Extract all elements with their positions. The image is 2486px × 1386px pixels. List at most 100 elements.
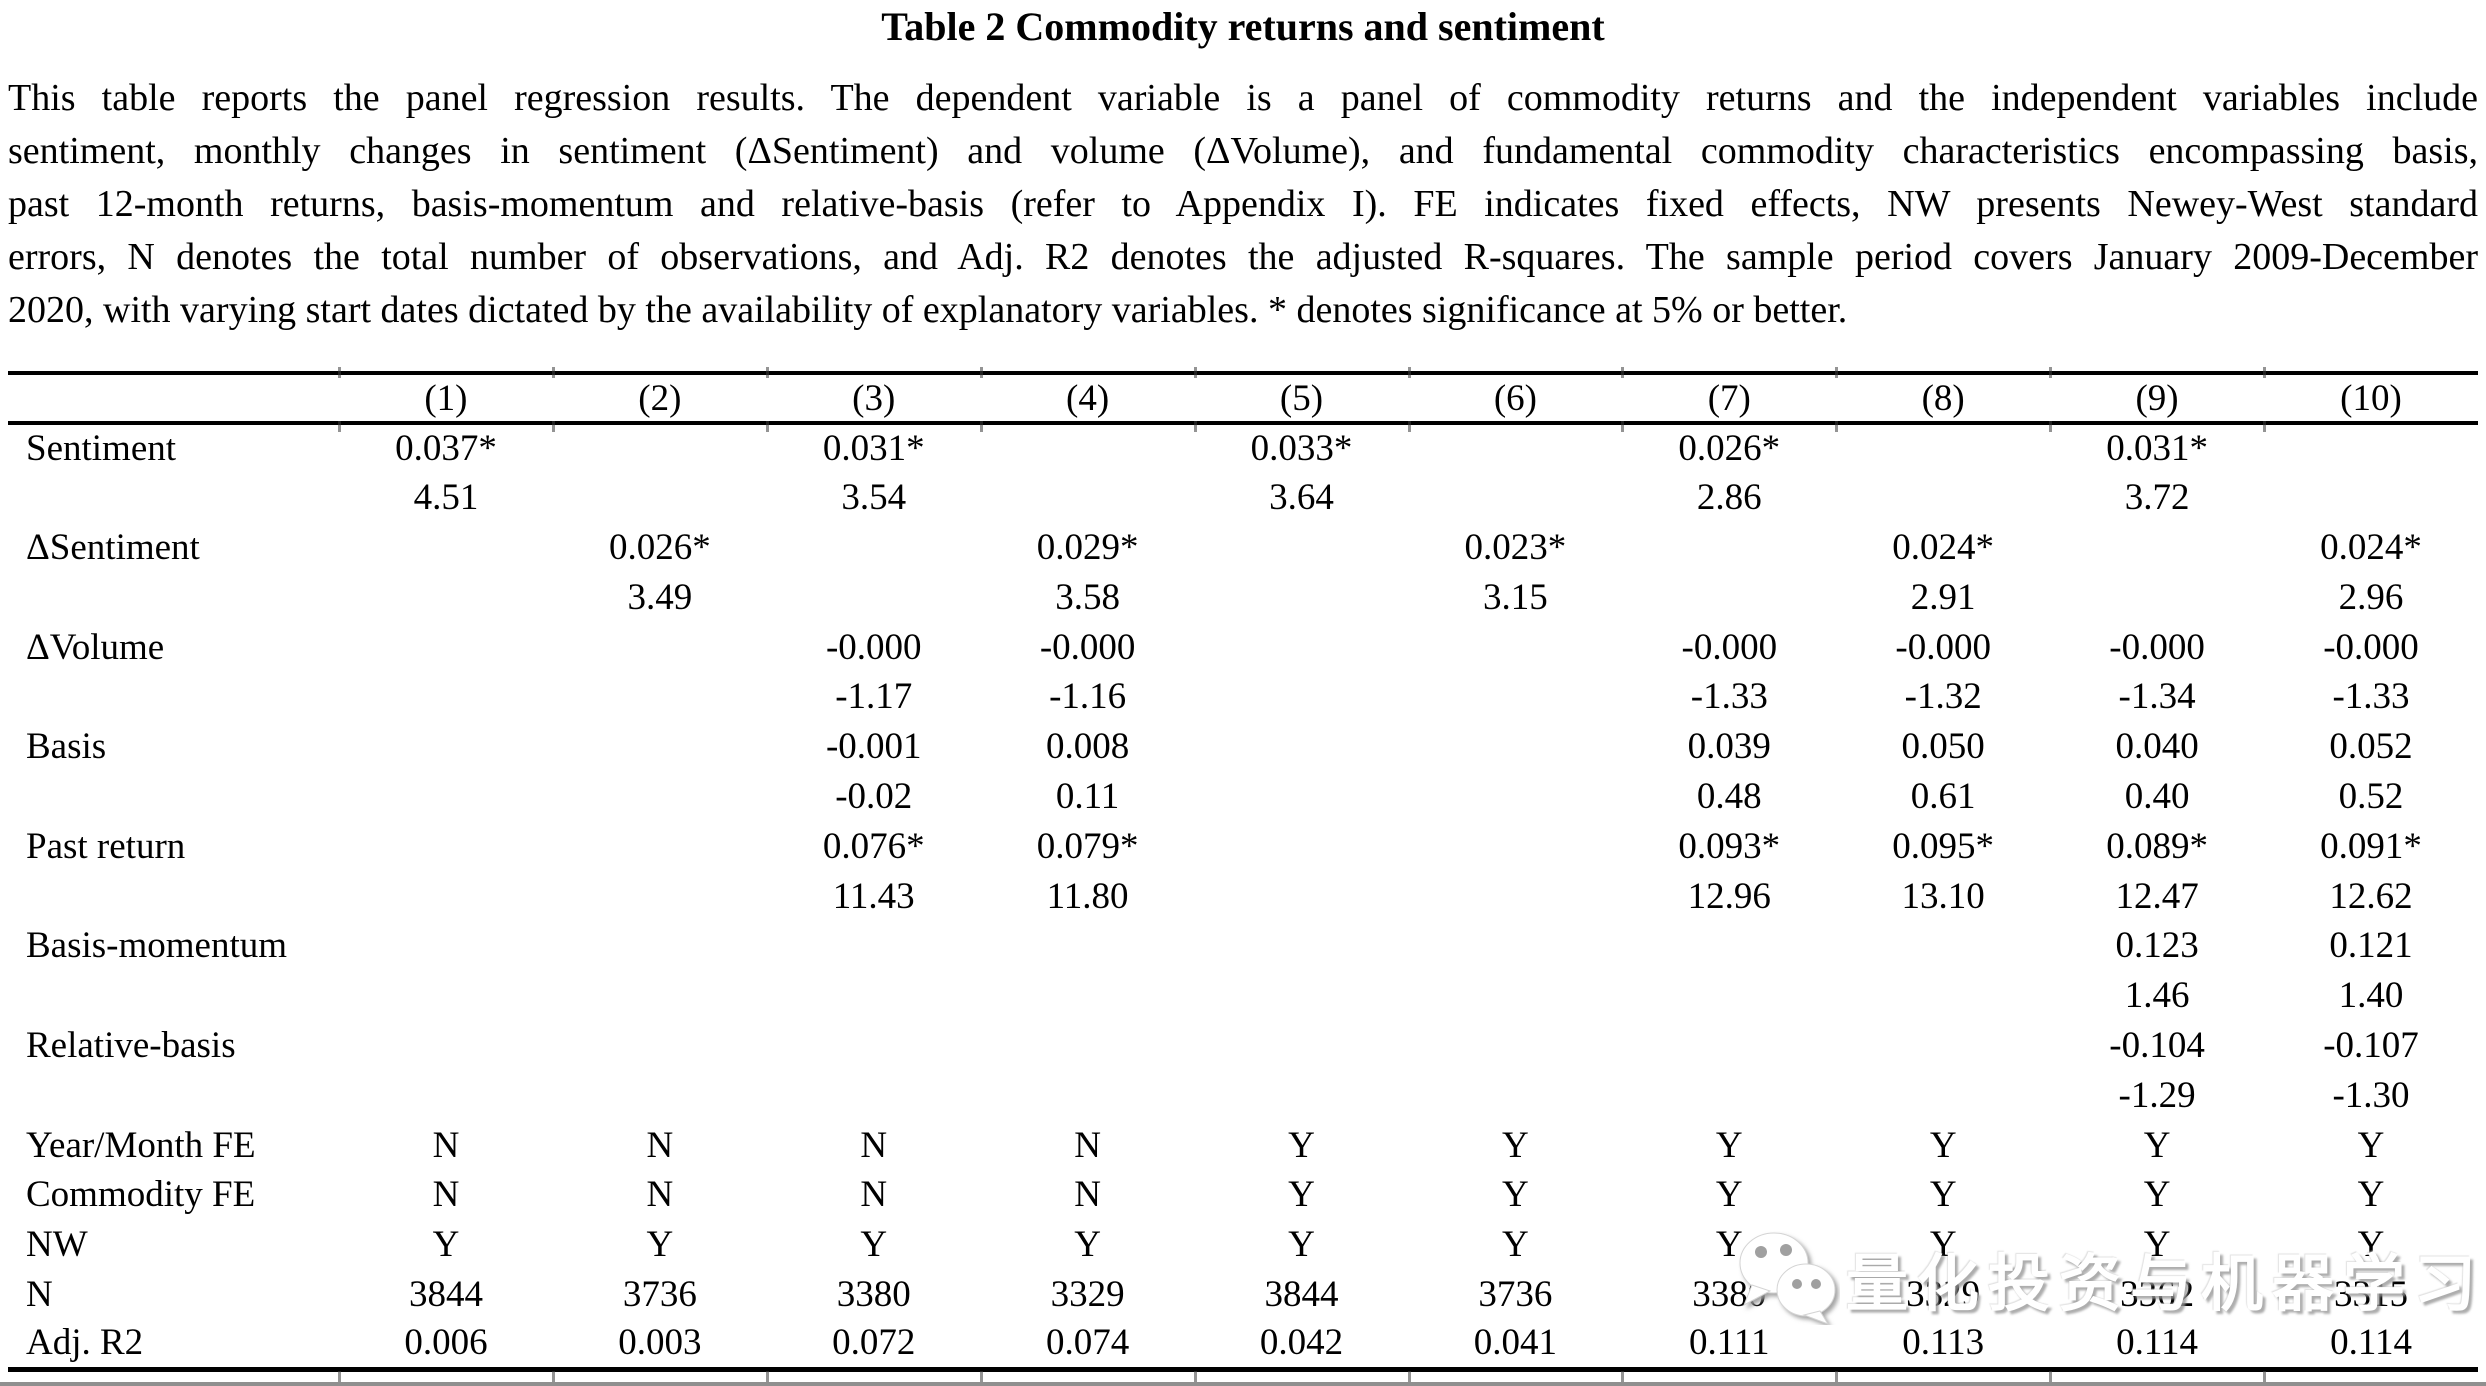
data-cell (339, 821, 553, 871)
data-cell (1195, 1070, 1409, 1120)
data-cell (767, 1021, 981, 1071)
rule-tick (338, 367, 341, 378)
data-cell (553, 921, 767, 971)
column-header: (1) (424, 377, 468, 419)
description-line: past 12-month returns, basis-momentum an… (8, 183, 2478, 225)
data-cell: 0.026* (608, 526, 711, 568)
data-cell: Y (1288, 1174, 1315, 1216)
data-cell: Y (1074, 1224, 1101, 1266)
data-cell: N (646, 1174, 674, 1216)
data-cell (1195, 921, 1409, 971)
data-cell: Y (1715, 1124, 1743, 1166)
data-cell: 3329 (1906, 1273, 1981, 1315)
data-cell (2264, 423, 2478, 473)
table-row: 11.43 11.80 12.96 13.10 12.47 12.62 (8, 871, 2478, 921)
table-row: Past return 0.076* 0.079* 0.093* 0.095* 0.089… (8, 821, 2478, 871)
data-cell (1836, 1070, 2050, 1120)
data-cell: -1.29 (2118, 1074, 2196, 1116)
data-cell: 0.031* (2106, 428, 2208, 470)
data-cell (553, 1021, 767, 1071)
rule-tick (765, 421, 769, 432)
data-cell: -1.33 (2332, 676, 2410, 718)
table-row: ΔVolume -0.000 -0.000 -0.000 -0.000 -0.000 -0.… (8, 622, 2478, 672)
rule-tick (1835, 367, 1839, 378)
data-cell (1195, 772, 1409, 822)
data-cell: 0.40 (2124, 775, 2190, 817)
data-cell: -0.000 (1039, 626, 1136, 668)
row-label: Year/Month FE (26, 1124, 256, 1166)
data-cell: 0.093* (1678, 825, 1781, 867)
data-cell: -1.30 (2332, 1074, 2410, 1116)
rule-tick (551, 1371, 555, 1382)
description-line: This table reports the panel regression … (8, 77, 2478, 119)
data-cell (1408, 722, 1622, 772)
data-cell: Y (1929, 1124, 1957, 1166)
data-cell: 0.008 (1045, 726, 1130, 768)
table-row: 4.51 3.54 3.64 2.86 3.72 (8, 473, 2478, 523)
data-cell: -0.000 (825, 626, 922, 668)
data-cell: 0.024* (1892, 526, 1995, 568)
data-cell: 0.113 (1902, 1322, 1985, 1364)
data-cell: 0.095* (1892, 825, 1995, 867)
data-cell: 0.091* (2320, 825, 2422, 867)
data-cell: 0.042 (1259, 1322, 1344, 1364)
row-label: NW (26, 1224, 88, 1266)
data-cell (1408, 672, 1622, 722)
data-cell: 0.076* (822, 825, 925, 867)
column-header: (2) (638, 377, 682, 419)
data-cell (1408, 871, 1622, 921)
data-cell (981, 473, 1195, 523)
data-cell (1408, 921, 1622, 971)
rule-tick (2049, 421, 2053, 432)
data-cell: 12.47 (2115, 875, 2199, 917)
data-cell (553, 622, 767, 672)
rule-tick (338, 421, 341, 432)
row-label: Relative-basis (26, 1024, 236, 1066)
data-cell: Y (1288, 1124, 1315, 1166)
table-row: Relative-basis -0.104 -0.107 (8, 1021, 2478, 1071)
rule-tick (551, 421, 555, 432)
data-cell: 11.80 (1046, 875, 1129, 917)
row-label-header (8, 373, 339, 423)
table-body: Sentiment 0.037* 0.031* 0.033* 0.026* 0.031* 4… (8, 423, 2478, 1369)
data-cell (981, 921, 1195, 971)
rule-tick (1621, 367, 1625, 378)
data-cell: 0.61 (1910, 775, 1976, 817)
table-row: Basis-momentum 0.123 0.121 (8, 921, 2478, 971)
data-cell (553, 821, 767, 871)
table-header-row: (1) (2) (3) (4) (5) (6) (7) (8) (9) (10) (8, 373, 2478, 423)
data-cell (339, 1021, 553, 1071)
data-cell: -1.34 (2118, 676, 2196, 718)
data-cell: N (860, 1174, 888, 1216)
rule-tick (1407, 421, 1411, 432)
column-header: (3) (852, 377, 896, 419)
data-cell: N (432, 1174, 460, 1216)
data-cell (2264, 473, 2478, 523)
rule-tick (2263, 367, 2267, 378)
data-cell: 1.46 (2124, 975, 2190, 1017)
data-cell (339, 971, 553, 1021)
data-cell (553, 423, 767, 473)
rule-tick (1407, 1371, 1411, 1382)
row-label: Basis-momentum (26, 925, 288, 967)
row-label (8, 772, 339, 822)
data-cell: -0.02 (835, 775, 913, 817)
data-cell: 0.111 (1689, 1322, 1770, 1364)
table-title: Table 2 Commodity returns and sentiment (881, 4, 1605, 49)
data-cell: -0.107 (2323, 1024, 2419, 1066)
rule-tick (1407, 367, 1411, 378)
row-label: Past return (26, 825, 186, 867)
row-label: Commodity FE (26, 1174, 256, 1216)
row-label (8, 971, 339, 1021)
data-cell: -0.000 (2323, 626, 2419, 668)
column-header: (6) (1493, 377, 1537, 419)
data-cell: 0.024* (2320, 526, 2422, 568)
table-row: -1.29 -1.30 (8, 1070, 2478, 1120)
data-cell: 0.033* (1250, 428, 1353, 470)
data-cell (1195, 722, 1409, 772)
data-cell: -1.32 (1904, 676, 1982, 718)
data-cell (339, 1070, 553, 1120)
data-cell: -1.16 (1049, 676, 1127, 718)
data-cell: Y (432, 1224, 460, 1266)
data-cell: Y (1929, 1224, 1957, 1266)
